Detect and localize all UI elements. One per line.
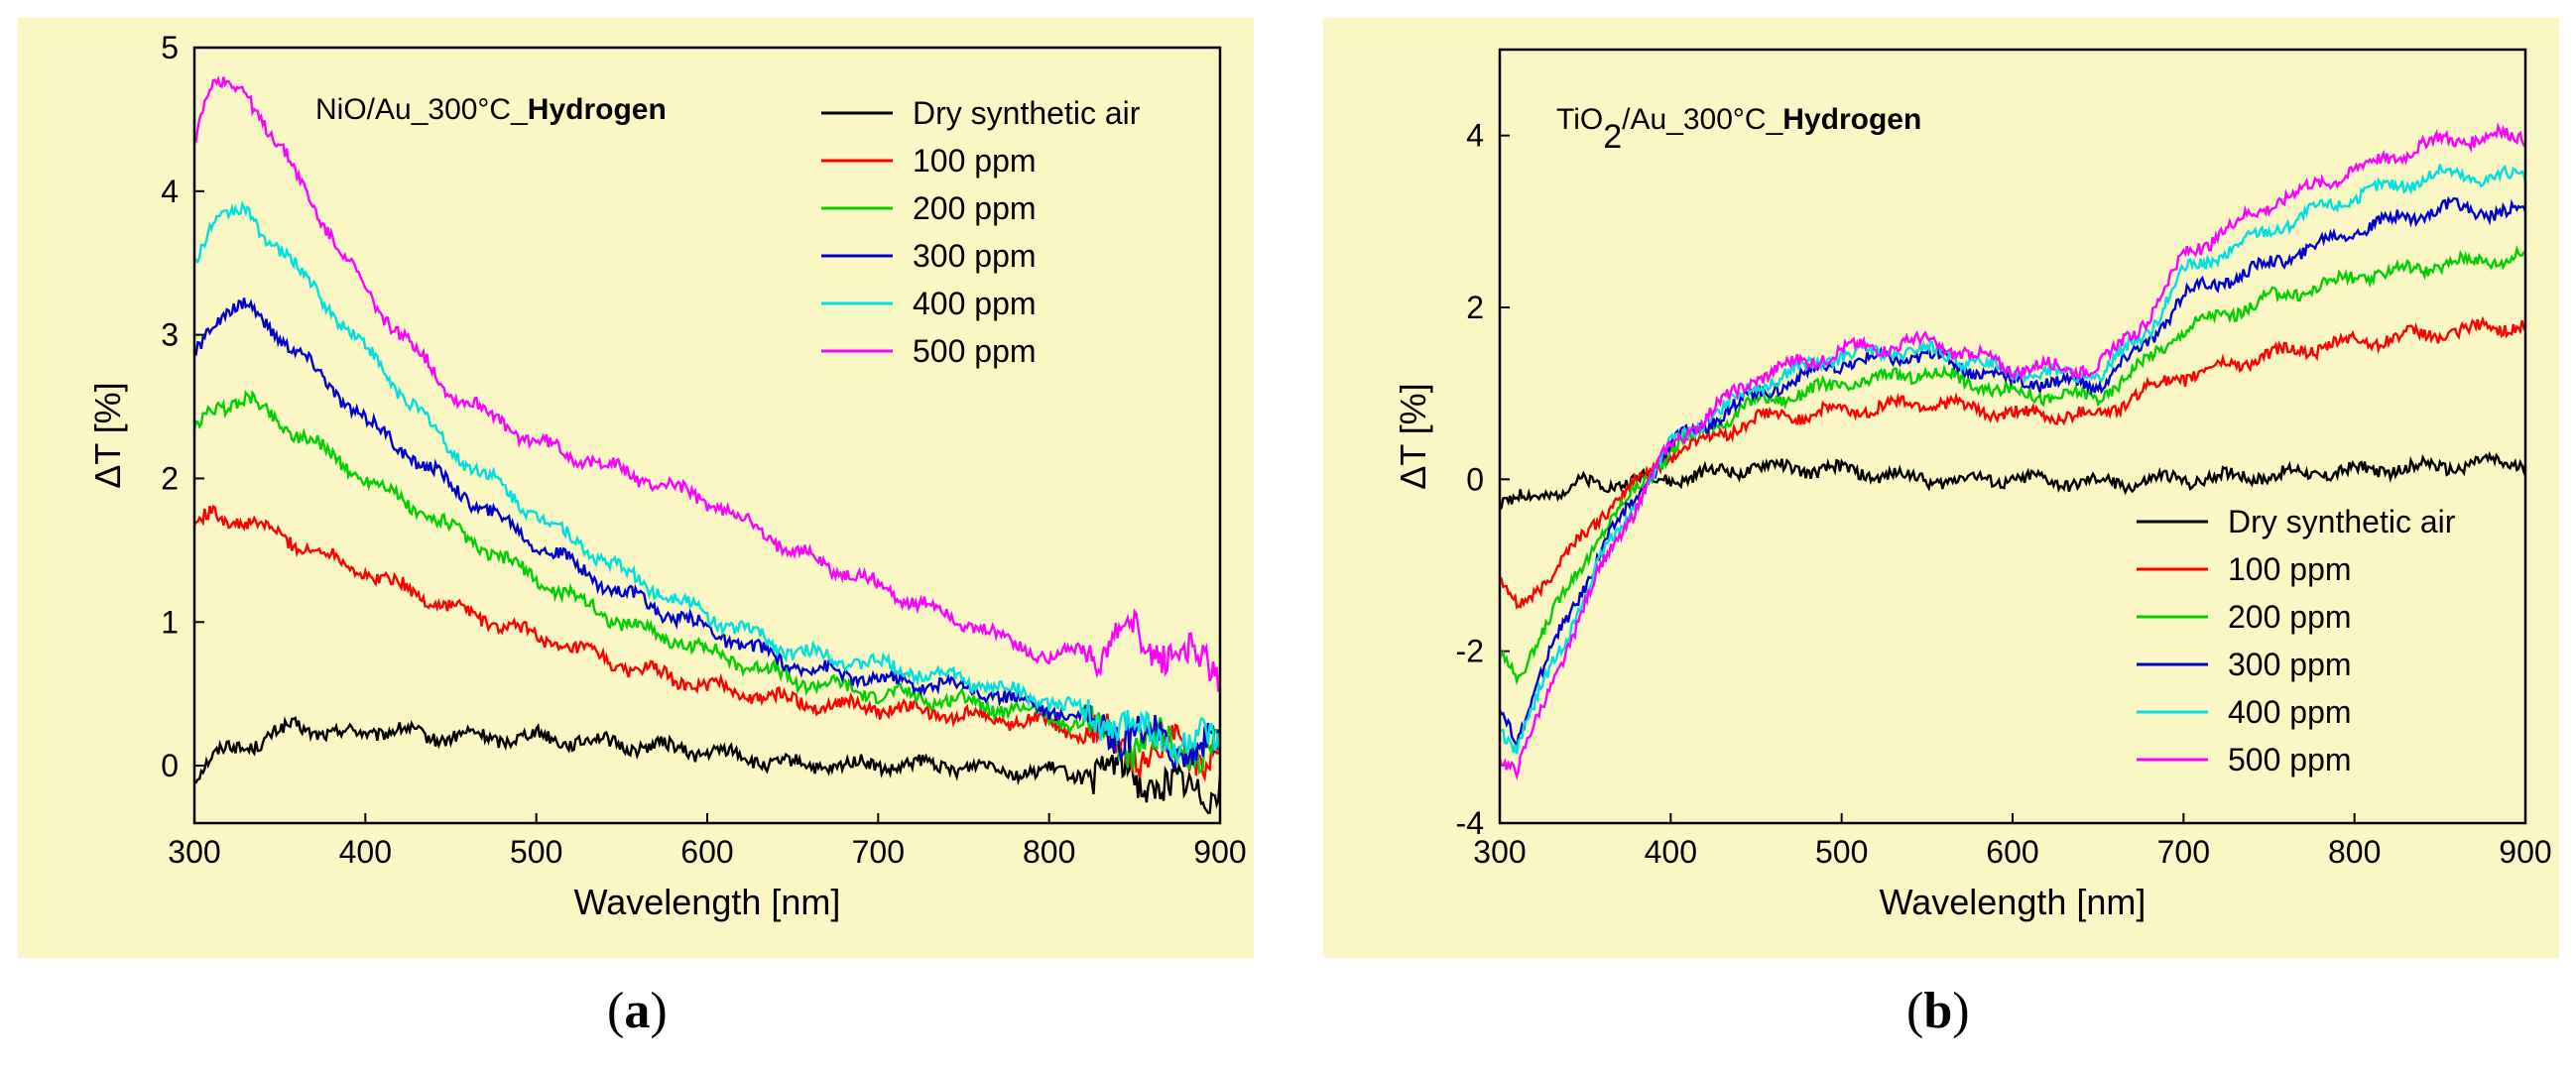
chart-b-xtick-label: 600 [1986,834,2038,870]
chart-b-legend-label: 400 ppm [2228,694,2352,730]
chart-b-plot-frame [1498,48,2527,825]
chart-a-legend-label: 300 ppm [913,238,1037,274]
chart-a-title: NiO/Au_300°C_Hydrogen [315,93,667,126]
caption-b-letter: b [1923,983,1953,1039]
chart-b-xtick-label: 800 [2328,834,2381,870]
chart-b-x-axis-label: Wavelength [nm] [1880,882,2147,922]
chart-b-series-line [1500,164,2525,755]
chart-a-ytick-label: 1 [161,604,179,640]
chart-a-xtick-label: 900 [1193,834,1246,870]
chart-a-ytick-label: 2 [161,460,179,496]
chart-a-plot-frame [192,46,1222,825]
chart-b-legend-label: 100 ppm [2228,551,2352,587]
chart-b-series-group [1500,121,2525,780]
caption-a-letter: a [624,983,651,1039]
chart-a-ytick-label: 0 [161,748,179,783]
chart-panel-b: 300 400 500 600 700 800 900 -4 -2 0 2 4 Wavelength [… [1323,18,2559,958]
chart-b-ytick-label: 0 [1466,461,1484,497]
chart-a-series-group [194,75,1220,814]
chart-b-legend-label: Dry synthetic air [2228,504,2456,539]
chart-panel-a: 300 400 500 600 700 800 900 0 1 2 3 4 5 Wavelength [n… [18,18,1254,958]
chart-b-xtick-label: 400 [1645,834,1697,870]
chart-b-y-axis-label: ΔT [%] [1393,383,1433,489]
chart-b-ytick-label: 4 [1466,118,1484,154]
chart-a-xtick-label: 400 [339,834,392,870]
chart-b-legend-label: 300 ppm [2228,647,2352,682]
chart-a-xtick-label: 600 [680,834,733,870]
chart-a-legend-label: 100 ppm [913,143,1037,179]
chart-b-ytick-label: -4 [1456,805,1484,841]
chart-a-legend-label: 400 ppm [913,286,1037,321]
chart-b-title: TiO2/Au_300°C_Hydrogen [1556,103,1921,156]
chart-a-y-axis-label: ΔT [%] [87,382,128,488]
chart-a-xtick-label: 700 [852,834,905,870]
chart-b-xtick-label: 700 [2157,834,2210,870]
chart-b-series-line [1500,121,2525,780]
chart-a-svg: 300 400 500 600 700 800 900 0 1 2 3 4 5 Wavelength [n… [87,30,1247,922]
chart-b-legend-label: 200 ppm [2228,599,2352,635]
chart-a-ytick-label: 3 [161,317,179,353]
chart-b-svg: 300 400 500 600 700 800 900 -4 -2 0 2 4 Wavelength [… [1393,48,2552,922]
chart-a-ytick-label: 4 [161,174,179,209]
chart-b-xtick-label: 300 [1473,834,1526,870]
chart-a-series-line [194,389,1220,775]
chart-b-legend-label: 500 ppm [2228,742,2352,777]
chart-a-series-line [194,298,1220,770]
chart-b-xtick-label: 500 [1815,834,1868,870]
chart-a-series-line [194,199,1220,765]
chart-a-legend-label: 500 ppm [913,333,1037,369]
chart-a-series-line [194,716,1220,814]
chart-a-ytick-label: 5 [161,30,179,65]
chart-a-legend-label: 200 ppm [913,190,1037,226]
chart-b-series-line [1500,450,2525,511]
caption-a: (a) [607,983,668,1039]
chart-b-xtick-label: 900 [2499,834,2551,870]
caption-b: (b) [1906,983,1970,1039]
chart-a-legend-label: Dry synthetic air [913,95,1141,131]
chart-a-x-axis-label: Wavelength [nm] [574,882,841,922]
chart-a-series-line [194,75,1220,692]
chart-a-xtick-label: 300 [168,834,220,870]
chart-b-ytick-label: 2 [1466,290,1484,325]
chart-a-xtick-label: 500 [510,834,562,870]
chart-b-series-line [1500,315,2525,610]
chart-a-series-line [194,504,1220,782]
chart-a-xtick-label: 800 [1023,834,1075,870]
chart-b-ytick-label: -2 [1456,634,1484,669]
